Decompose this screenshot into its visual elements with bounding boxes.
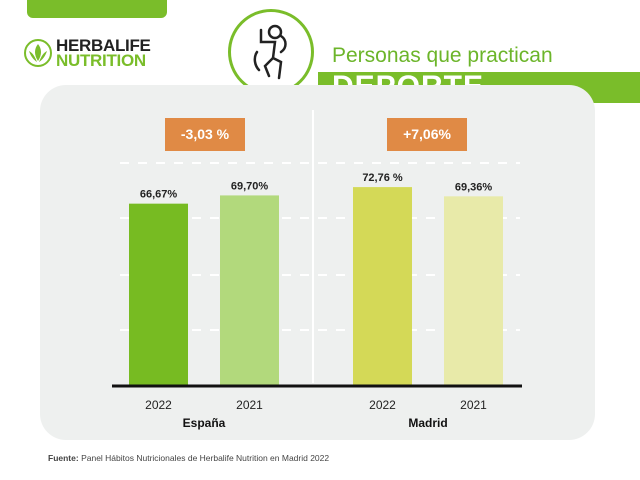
data-label: 72,76 % — [362, 172, 403, 184]
group-label: España — [183, 416, 226, 430]
leaf-logo-icon — [24, 39, 52, 67]
running-person-icon — [253, 24, 287, 80]
bar — [353, 187, 412, 385]
change-badge-espana: -3,03 % — [165, 118, 245, 151]
top-accent-bar — [27, 0, 167, 18]
data-label: 66,67% — [140, 189, 178, 201]
change-badge-madrid: +7,06% — [387, 118, 467, 151]
source-text: Panel Hábitos Nutricionales de Herbalife… — [78, 453, 330, 463]
source-note: Fuente: Panel Hábitos Nutricionales de H… — [48, 453, 329, 463]
x-tick-label: 2022 — [369, 398, 396, 412]
bar — [129, 203, 188, 385]
logo-line1: HERBALIFE — [56, 36, 151, 55]
bar — [444, 196, 503, 385]
source-label: Fuente: — [48, 453, 79, 463]
group-label: Madrid — [408, 416, 447, 430]
herbalife-logo: HERBALIFE NUTRITION — [24, 36, 151, 70]
bar — [220, 195, 279, 385]
x-tick-label: 2021 — [460, 398, 487, 412]
x-tick-label: 2021 — [236, 398, 263, 412]
chart-title: Personas que practican — [332, 44, 553, 67]
x-tick-label: 2022 — [145, 398, 172, 412]
data-label: 69,36% — [455, 181, 493, 193]
logo-line2: NUTRITION — [56, 51, 146, 70]
data-label: 69,70% — [231, 180, 269, 192]
